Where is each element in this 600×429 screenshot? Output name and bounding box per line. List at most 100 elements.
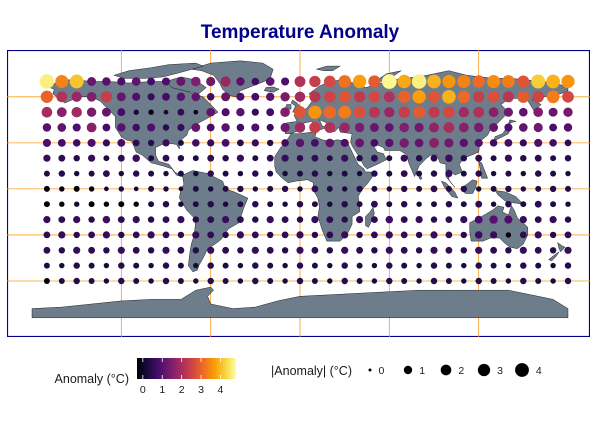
anomaly-point <box>207 200 214 208</box>
anomaly-point <box>58 170 66 177</box>
anomaly-point <box>251 92 260 101</box>
anomaly-point <box>100 91 113 103</box>
anomaly-point <box>564 231 572 239</box>
anomaly-point <box>104 186 109 192</box>
colorbar-tick-label: 1 <box>159 384 165 396</box>
anomaly-point <box>458 122 469 133</box>
size-legend-dot <box>368 368 372 372</box>
anomaly-point <box>147 247 155 254</box>
anomaly-point <box>385 138 394 148</box>
anomaly-point <box>531 74 546 89</box>
anomaly-point <box>533 107 544 118</box>
anomaly-point <box>281 77 290 86</box>
anomaly-point <box>162 139 170 147</box>
anomaly-point <box>356 278 363 284</box>
anomaly-point <box>442 74 456 89</box>
anomaly-point <box>207 170 214 177</box>
anomaly-point <box>266 246 274 254</box>
anomaly-point <box>222 216 230 224</box>
anomaly-point <box>221 123 230 132</box>
anomaly-point <box>520 186 527 192</box>
anomaly-point <box>445 231 453 239</box>
anomaly-point <box>162 216 170 224</box>
anomaly-point <box>88 278 95 284</box>
anomaly-point <box>400 231 408 239</box>
anomaly-point <box>43 246 51 254</box>
anomaly-point <box>474 231 483 239</box>
anomaly-point <box>280 122 290 133</box>
anomaly-point <box>564 154 572 162</box>
anomaly-point <box>237 278 244 284</box>
anomaly-point <box>518 123 528 132</box>
anomaly-point <box>324 91 336 103</box>
anomaly-point <box>265 77 275 86</box>
anomaly-point <box>561 74 575 89</box>
anomaly-point <box>549 185 557 193</box>
anomaly-point <box>384 123 394 132</box>
anomaly-point <box>386 186 393 192</box>
size-legend-dot <box>515 363 529 377</box>
anomaly-point <box>460 216 468 224</box>
anomaly-point <box>147 216 155 223</box>
anomaly-point <box>311 216 319 224</box>
anomaly-point <box>383 91 395 103</box>
anomaly-point <box>534 231 542 239</box>
anomaly-point <box>430 154 438 162</box>
anomaly-point <box>490 155 497 162</box>
anomaly-point <box>356 185 363 193</box>
anomaly-point <box>132 231 140 239</box>
anomaly-point <box>371 278 378 284</box>
anomaly-point <box>296 262 304 269</box>
legend: Anomaly (°C) 0 1 2 3 4 |Anomaly| (°C) 0 1 2 3 4 <box>55 358 542 396</box>
anomaly-point <box>148 201 155 208</box>
anomaly-point <box>222 170 229 177</box>
anomaly-point <box>534 138 543 147</box>
anomaly-point <box>220 76 231 87</box>
anomaly-point <box>266 123 274 132</box>
anomaly-point <box>415 216 423 224</box>
map-panel <box>7 50 590 337</box>
anomaly-point <box>88 262 95 269</box>
anomaly-point <box>370 200 378 208</box>
anomaly-point <box>147 123 156 132</box>
anomaly-point <box>338 90 351 103</box>
anomaly-point <box>237 247 244 254</box>
anomaly-point <box>416 201 422 207</box>
anomaly-point <box>490 262 497 269</box>
anomaly-point <box>103 262 110 269</box>
anomaly-point <box>324 122 336 133</box>
anomaly-point <box>399 122 410 133</box>
anomaly-point <box>73 201 80 207</box>
anomaly-point <box>86 91 97 102</box>
anomaly-point <box>519 246 527 254</box>
anomaly-point <box>193 262 199 269</box>
anomaly-point <box>430 185 438 193</box>
anomaly-point <box>534 170 542 177</box>
anomaly-point <box>519 231 527 239</box>
anomaly-point <box>310 138 319 147</box>
anomaly-point <box>475 200 483 208</box>
anomaly-point <box>520 170 527 177</box>
anomaly-point <box>251 139 259 147</box>
anomaly-point <box>534 216 542 224</box>
anomaly-point <box>429 137 439 148</box>
anomaly-point <box>281 139 289 147</box>
anomaly-point <box>56 107 67 118</box>
anomaly-point <box>191 123 201 132</box>
anomaly-point <box>353 106 366 119</box>
colorbar-tick-label: 0 <box>140 384 146 396</box>
land-antarctica <box>31 286 569 318</box>
anomaly-point <box>311 262 318 269</box>
size-legend-title: |Anomaly| (°C) <box>271 364 352 378</box>
anomaly-point <box>281 154 289 162</box>
anomaly-point <box>356 231 363 239</box>
anomaly-point <box>460 154 468 162</box>
anomaly-point <box>73 231 80 239</box>
anomaly-point <box>251 77 260 86</box>
anomaly-point <box>221 108 230 117</box>
anomaly-point <box>118 186 125 192</box>
anomaly-point <box>414 122 424 133</box>
anomaly-point <box>327 170 333 177</box>
anomaly-point <box>460 231 468 239</box>
anomaly-point <box>58 247 66 254</box>
